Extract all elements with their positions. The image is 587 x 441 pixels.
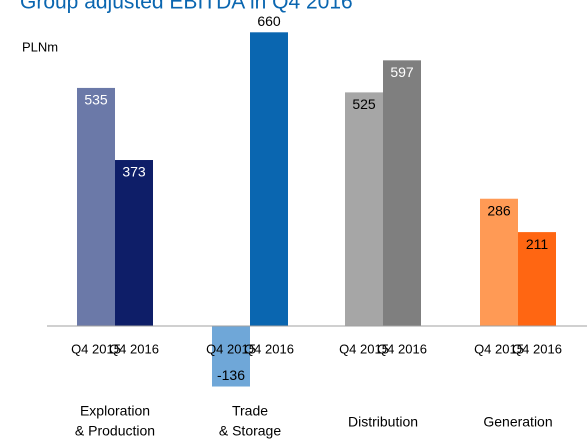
x-tick-label: Q4 2015: [206, 341, 256, 356]
category-label: & Storage: [219, 423, 281, 439]
category-label: Exploration: [80, 403, 150, 419]
data-label: 373: [122, 164, 146, 180]
data-label: 211: [526, 236, 549, 252]
data-label: 597: [390, 64, 414, 80]
data-label: 660: [257, 13, 281, 29]
category-label: Generation: [483, 414, 552, 430]
category-label: Trade: [232, 403, 268, 419]
x-tick-label: Q4 2015: [474, 341, 524, 356]
bar: [77, 87, 115, 326]
bar: [480, 198, 518, 326]
x-tick-label: Q4 2015: [71, 341, 121, 356]
data-label: -136: [217, 367, 245, 383]
x-tick-label: Q4 2015: [339, 341, 389, 356]
x-tick-label: Q4 2016: [377, 341, 427, 356]
data-label: 286: [487, 202, 511, 218]
data-label: 525: [352, 96, 376, 112]
category-label: & Production: [75, 423, 155, 439]
x-tick-label: Q4 2016: [244, 341, 294, 356]
x-tick-label: Q4 2016: [512, 341, 562, 356]
bar: [518, 232, 556, 326]
bar: [115, 160, 153, 326]
unit-label: PLNm: [22, 39, 58, 54]
chart-title: Group adjusted EBITDA in Q4 2016: [20, 0, 353, 14]
data-label: 535: [84, 92, 108, 108]
bar: [250, 32, 288, 327]
x-tick-label: Q4 2016: [109, 341, 159, 356]
category-label: Distribution: [348, 414, 418, 430]
bar: [345, 92, 383, 326]
bar: [212, 326, 250, 387]
bar: [383, 60, 421, 327]
